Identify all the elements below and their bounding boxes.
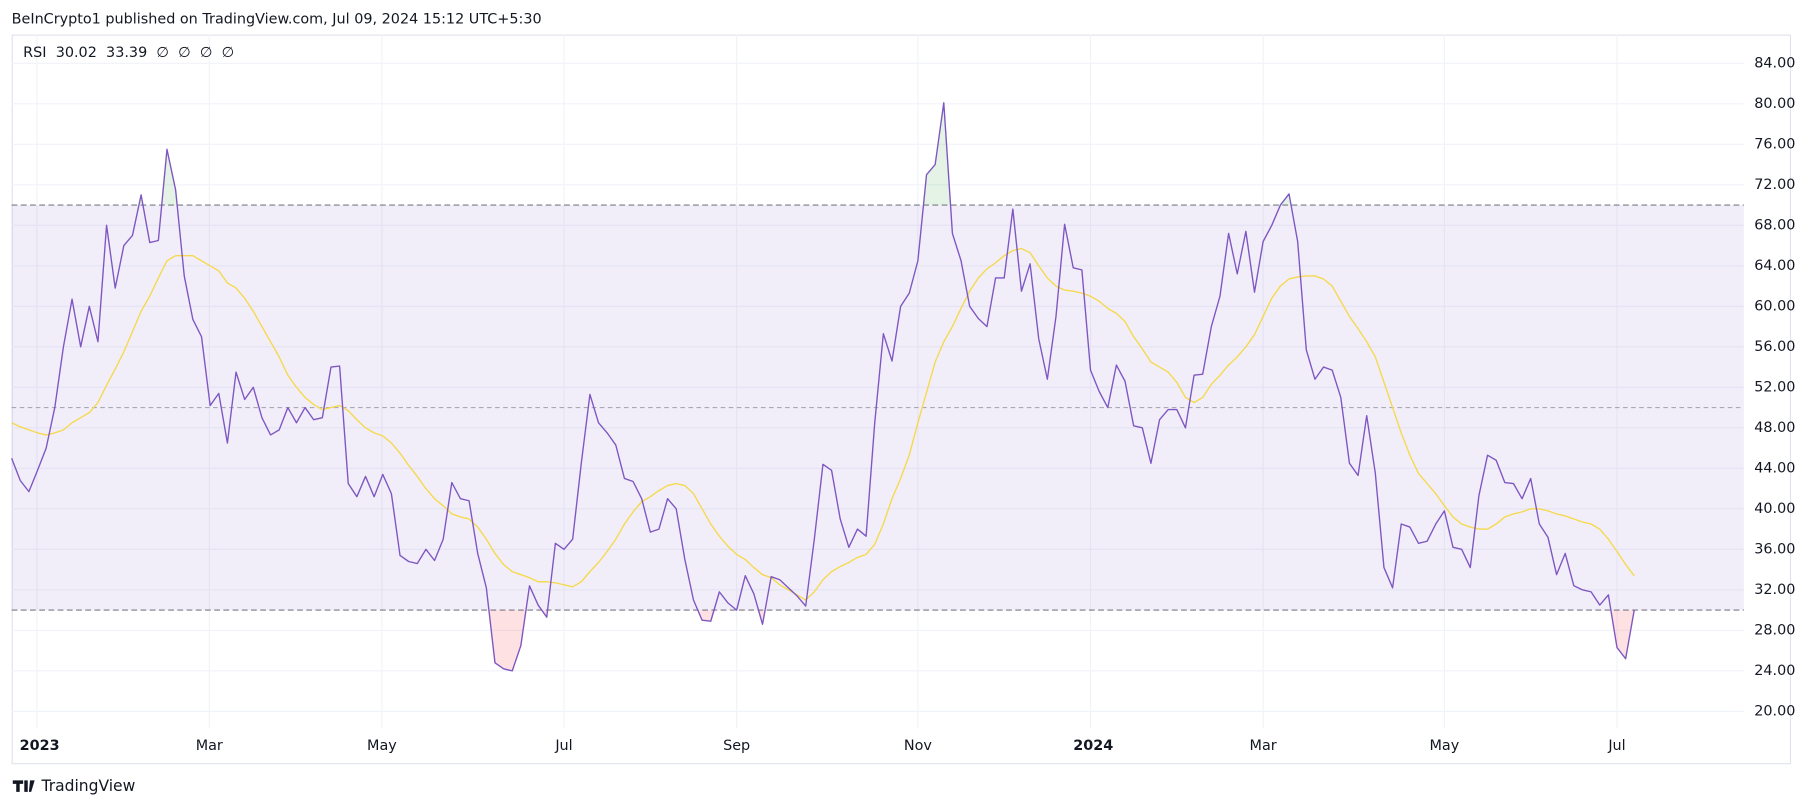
header: BeInCrypto1 published on TradingView.com… bbox=[12, 12, 542, 28]
x-tick-label: Nov bbox=[904, 738, 933, 754]
x-tick-label: May bbox=[1430, 738, 1460, 754]
legend-item: 30.02 bbox=[56, 45, 97, 61]
legend-item: ∅ bbox=[156, 45, 169, 61]
y-tick-label: 64.00 bbox=[1754, 258, 1795, 274]
logo: TradingView bbox=[12, 777, 136, 795]
y-tick-label: 40.00 bbox=[1754, 501, 1795, 517]
x-tick-label: Sep bbox=[723, 738, 750, 754]
y-tick-label: 56.00 bbox=[1754, 339, 1795, 355]
y-tick-label: 80.00 bbox=[1754, 96, 1795, 112]
x-tick-label: May bbox=[367, 738, 397, 754]
y-tick-label: 76.00 bbox=[1754, 136, 1795, 152]
y-tick-label: 24.00 bbox=[1754, 663, 1795, 679]
legend-item: 33.39 bbox=[106, 45, 147, 61]
y-tick-label: 32.00 bbox=[1754, 582, 1795, 598]
series-line bbox=[11, 247, 1635, 601]
x-tick-label: 2023 bbox=[20, 738, 60, 754]
legend-item: ∅ bbox=[200, 45, 213, 61]
x-tick-label: 2024 bbox=[1073, 738, 1113, 754]
chart-frame bbox=[11, 34, 1792, 765]
legend-item: ∅ bbox=[178, 45, 191, 61]
y-tick-label: 36.00 bbox=[1754, 541, 1795, 557]
y-tick-label: 84.00 bbox=[1754, 55, 1795, 71]
y-tick-label: 60.00 bbox=[1754, 298, 1795, 314]
logo-icon bbox=[12, 780, 35, 792]
y-tick-label: 48.00 bbox=[1754, 420, 1795, 436]
y-tick-label: 72.00 bbox=[1754, 177, 1795, 193]
x-tick-label: Jul bbox=[1607, 738, 1625, 754]
y-tick-label: 68.00 bbox=[1754, 217, 1795, 233]
y-tick-label: 20.00 bbox=[1754, 703, 1795, 719]
footer: TradingView bbox=[41, 777, 136, 795]
x-tick-label: Jul bbox=[554, 738, 572, 754]
series-line bbox=[10, 102, 1635, 672]
y-tick-label: 44.00 bbox=[1754, 460, 1795, 476]
legend-item: RSI bbox=[23, 45, 46, 61]
y-tick-label: 28.00 bbox=[1754, 622, 1795, 638]
overbought-fill bbox=[11, 102, 1635, 206]
y-tick-label: 52.00 bbox=[1754, 379, 1795, 395]
x-tick-label: Mar bbox=[1250, 738, 1277, 754]
legend-item: ∅ bbox=[222, 45, 235, 61]
x-tick-label: Mar bbox=[196, 738, 223, 754]
plot: 2023 Mar May Jul Sep Nov 2024 Mar May Jul 20.00 24.… bbox=[10, 34, 1795, 754]
